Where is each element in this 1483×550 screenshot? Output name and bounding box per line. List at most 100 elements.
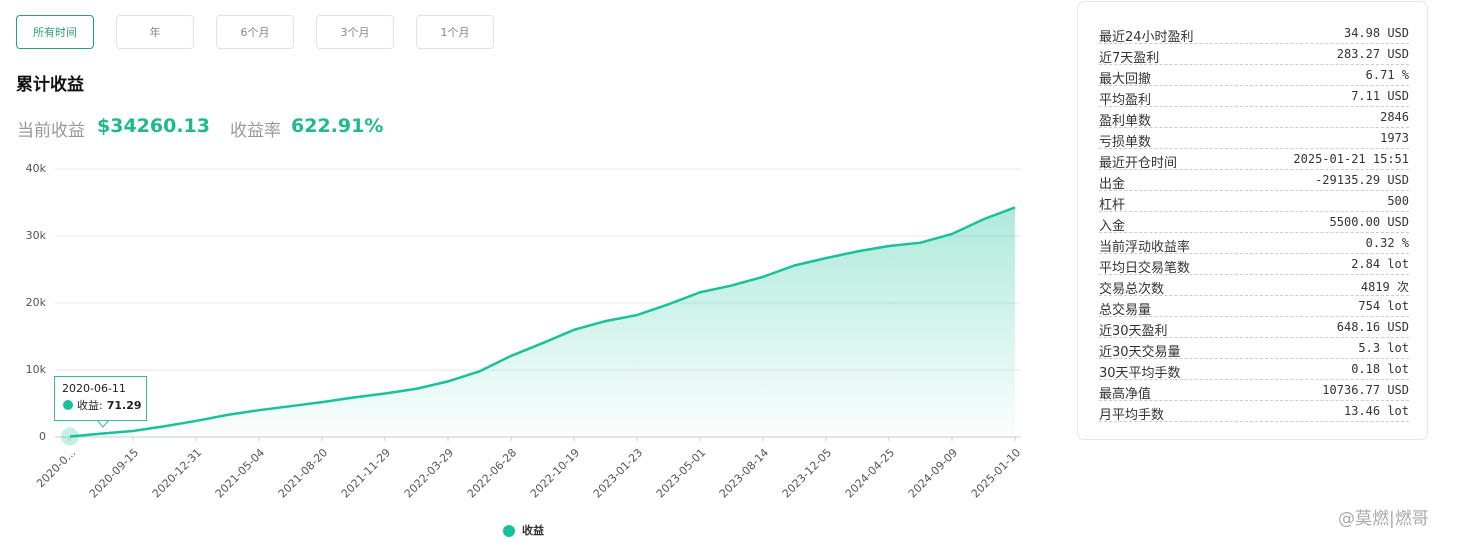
y-tick-label: 30k <box>26 229 47 242</box>
x-tick-label: 2023-05-01 <box>654 446 708 500</box>
tab[interactable]: 1个月 <box>416 15 494 49</box>
stat-row: 平均盈利 7.11 USD <box>1099 86 1409 108</box>
line <box>69 206 1016 438</box>
stat-value: 5.3 lot <box>1358 341 1409 355</box>
stat-label: 30天平均手数 <box>1099 366 1181 381</box>
stat-value: 283.27 USD <box>1336 47 1409 61</box>
tab[interactable]: 所有时间 <box>16 15 94 49</box>
stat-row: 近7天盈利 283.27 USD <box>1099 44 1409 66</box>
stat-row: 平均日交易笔数 2.84 lot <box>1099 254 1409 276</box>
stat-row: 亏损单数 1973 <box>1099 128 1409 150</box>
stat-label: 近7天盈利 <box>1099 51 1160 66</box>
x-tick-label: 2023-01-23 <box>591 446 645 500</box>
summary-label: 收益率 <box>230 121 281 141</box>
legend-label: 收益 <box>522 523 544 537</box>
stat-label: 出金 <box>1099 177 1126 192</box>
stat-row: 杠杆 500 <box>1099 191 1409 213</box>
y-tick-label: 0 <box>39 430 46 443</box>
stat-row: 最近开仓时间 2025-01-21 15:51 <box>1099 149 1409 171</box>
stat-label: 月平均手数 <box>1099 408 1165 423</box>
stats-panel: 最近24小时盈利 34.98 USD 近7天盈利 283.27 USD 最大回撤 6.71… <box>1077 1 1428 440</box>
tooltip-value: 71.29 <box>106 398 142 412</box>
tab[interactable]: 年 <box>116 15 194 49</box>
summary-value: $34260.13 <box>97 115 210 137</box>
stat-value: 754 lot <box>1358 299 1409 313</box>
x-tick-label: 2022-06-28 <box>465 446 519 500</box>
tooltip-label: 收益 <box>77 397 103 413</box>
x-tick-label: 2020-0... <box>34 446 78 490</box>
stat-value: 500 <box>1387 194 1409 208</box>
tooltip: 2020-06-11 收益71.29 <box>54 376 147 421</box>
stat-row: 盈利单数 2846 <box>1099 107 1409 129</box>
stat-value: 2.84 lot <box>1351 257 1409 271</box>
legend-dot <box>503 525 515 537</box>
x-tick-label: 2024-09-09 <box>906 446 960 500</box>
stat-value: 6.71 % <box>1365 68 1409 82</box>
tooltip-date: 2020-06-11 <box>62 382 126 395</box>
stat-value: 10736.77 USD <box>1322 383 1409 397</box>
stat-value: 13.46 lot <box>1343 404 1409 418</box>
stat-label: 杠杆 <box>1099 198 1126 213</box>
stat-label: 平均盈利 <box>1099 93 1152 108</box>
stat-label: 入金 <box>1099 219 1126 234</box>
x-tick-label: 2020-09-15 <box>87 446 141 500</box>
tooltip-dot <box>63 400 73 410</box>
stat-value: 34.98 USD <box>1343 26 1409 40</box>
stat-value: 2846 <box>1380 110 1409 124</box>
stat-row: 近30天盈利 648.16 USD <box>1099 317 1409 339</box>
summary-label: 当前收益 <box>17 121 85 141</box>
stat-row: 入金 5500.00 USD <box>1099 212 1409 234</box>
x-tick-label: 2022-03-29 <box>402 446 456 500</box>
chart: 0 10k 20k 30k 40k 2020-0... 2020-09-15 2020-12-… <box>26 162 1023 537</box>
stat-value: -29135.29 USD <box>1315 173 1409 187</box>
x-tick-label: 2021-08-20 <box>276 446 330 500</box>
stat-row: 出金 -29135.29 USD <box>1099 170 1409 192</box>
tooltip-pointer <box>96 419 110 428</box>
x-tick-label: 2023-12-05 <box>780 446 834 500</box>
stat-label: 最大回撤 <box>1099 72 1152 87</box>
x-tick-label: 2023-08-14 <box>717 446 771 500</box>
stat-row: 30天平均手数 0.18 lot <box>1099 359 1409 381</box>
summary-value: 622.91% <box>291 115 384 137</box>
stat-label: 总交易量 <box>1099 303 1152 318</box>
stat-row: 总交易量 754 lot <box>1099 296 1409 318</box>
y-tick-label: 10k <box>26 363 47 376</box>
hover-halo <box>61 427 79 446</box>
stat-label: 最高净值 <box>1099 387 1152 402</box>
stat-value: 5500.00 USD <box>1329 215 1409 229</box>
stat-label: 平均日交易笔数 <box>1099 261 1191 276</box>
stat-label: 最近24小时盈利 <box>1099 30 1194 45</box>
stat-row: 当前浮动收益率 0.32 % <box>1099 233 1409 255</box>
area <box>70 207 1015 437</box>
watermark: @莫燃|燃哥 <box>1338 509 1429 529</box>
tab[interactable]: 3个月 <box>316 15 394 49</box>
stat-row: 月平均手数 13.46 lot <box>1099 401 1409 423</box>
stat-value: 0.18 lot <box>1351 362 1409 376</box>
x-tick-label: 2025-01-10 <box>969 446 1023 500</box>
y-tick-label: 20k <box>26 296 47 309</box>
stat-value: 648.16 USD <box>1336 320 1409 334</box>
section-title: 累计收益 <box>16 75 84 95</box>
stat-value: 4819 次 <box>1360 280 1409 294</box>
stat-value: 7.11 USD <box>1351 89 1409 103</box>
stat-row: 最大回撤 6.71 % <box>1099 65 1409 87</box>
tab[interactable]: 6个月 <box>216 15 294 49</box>
stat-value: 0.32 % <box>1365 236 1409 250</box>
stat-row: 近30天交易量 5.3 lot <box>1099 338 1409 360</box>
stat-row: 最高净值 10736.77 USD <box>1099 380 1409 402</box>
stat-row: 最近24小时盈利 34.98 USD <box>1099 23 1409 45</box>
stat-value: 1973 <box>1380 131 1409 145</box>
stat-label: 亏损单数 <box>1099 135 1152 150</box>
x-tick-label: 2022-10-19 <box>528 446 582 500</box>
stat-label: 盈利单数 <box>1099 114 1152 129</box>
x-tick-label: 2024-04-25 <box>843 446 897 500</box>
stat-label: 近30天交易量 <box>1099 345 1181 360</box>
x-tick-label: 2021-11-29 <box>339 446 393 500</box>
stat-row: 交易总次数 4819 次 <box>1099 275 1409 297</box>
stat-label: 最近开仓时间 <box>1099 156 1178 171</box>
x-tick-label: 2020-12-31 <box>150 446 204 500</box>
stat-label: 交易总次数 <box>1099 282 1165 297</box>
y-tick-label: 40k <box>26 162 47 175</box>
stat-value: 2025-01-21 15:51 <box>1293 152 1409 166</box>
